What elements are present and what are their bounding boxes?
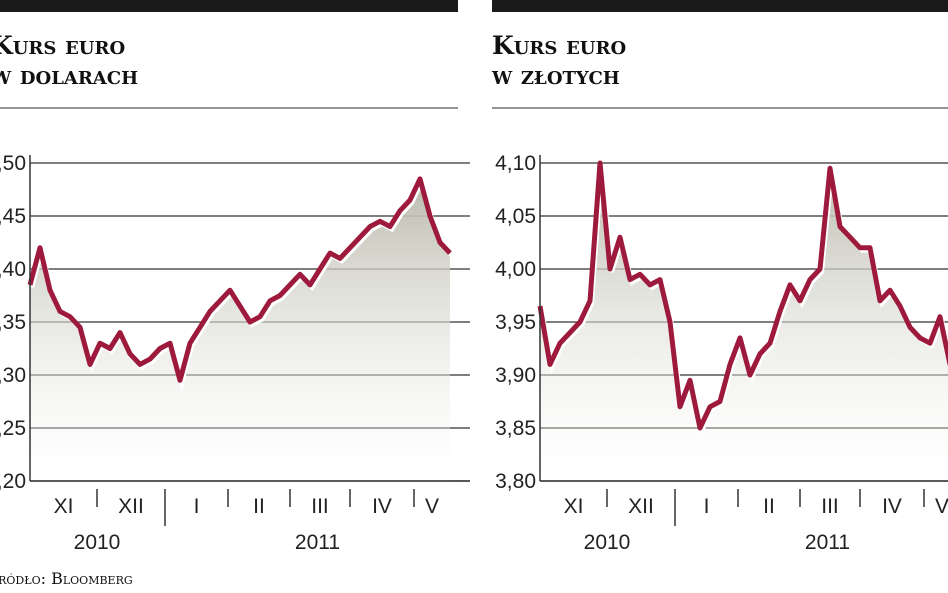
source: Źródło: Bloomberg xyxy=(0,568,133,588)
x-tick-label: II xyxy=(253,495,265,518)
header-bar xyxy=(492,0,948,12)
x-tick-label: III xyxy=(821,495,839,518)
line xyxy=(27,176,452,383)
area xyxy=(540,163,948,481)
y-tick-label: 1,45 xyxy=(0,205,26,228)
y-tick-label: 3,95 xyxy=(495,311,536,334)
chart-title: w dolarach xyxy=(0,61,138,90)
y-tick-label: 4,05 xyxy=(495,205,536,228)
y-tick-label: 4,00 xyxy=(495,258,536,281)
y-tick-label: 3,90 xyxy=(495,364,536,387)
y-tick-label: 1,35 xyxy=(0,311,26,334)
x-tick-label: I xyxy=(194,495,200,518)
y-tick-label: 1,50 xyxy=(0,152,26,175)
x-tick-label: XI xyxy=(564,495,584,518)
y-tick-label: 1,40 xyxy=(0,258,26,281)
x-tick-label: XII xyxy=(118,495,144,518)
x-tick-label: V xyxy=(425,495,439,518)
y-tick-label: 4,10 xyxy=(495,152,536,175)
y-tick-label: 1,30 xyxy=(0,364,26,387)
year-label: 2011 xyxy=(805,531,850,554)
chart-title: Kurs euro xyxy=(492,31,626,60)
x-tick-label: I xyxy=(704,495,710,518)
x-tick-label: III xyxy=(311,495,329,518)
x-tick-label: IV xyxy=(882,495,902,518)
x-tick-label: V xyxy=(935,495,948,518)
y-tick-label: 3,80 xyxy=(495,470,536,493)
y-tick-label: 1,20 xyxy=(0,470,26,493)
year-label: 2011 xyxy=(295,531,340,554)
x-tick-label: XII xyxy=(628,495,654,518)
header-bar xyxy=(0,0,458,12)
x-tick-label: IV xyxy=(372,495,392,518)
chart-title: w złotych xyxy=(491,61,620,90)
x-tick-label: XI xyxy=(54,495,74,518)
chart-title: Kurs euro xyxy=(0,31,125,60)
y-tick-label: 1,25 xyxy=(0,417,26,440)
year-label: 2010 xyxy=(584,531,631,554)
year-label: 2010 xyxy=(74,531,121,554)
y-tick-label: 3,85 xyxy=(495,417,536,440)
line xyxy=(537,160,948,431)
x-tick-label: II xyxy=(763,495,775,518)
